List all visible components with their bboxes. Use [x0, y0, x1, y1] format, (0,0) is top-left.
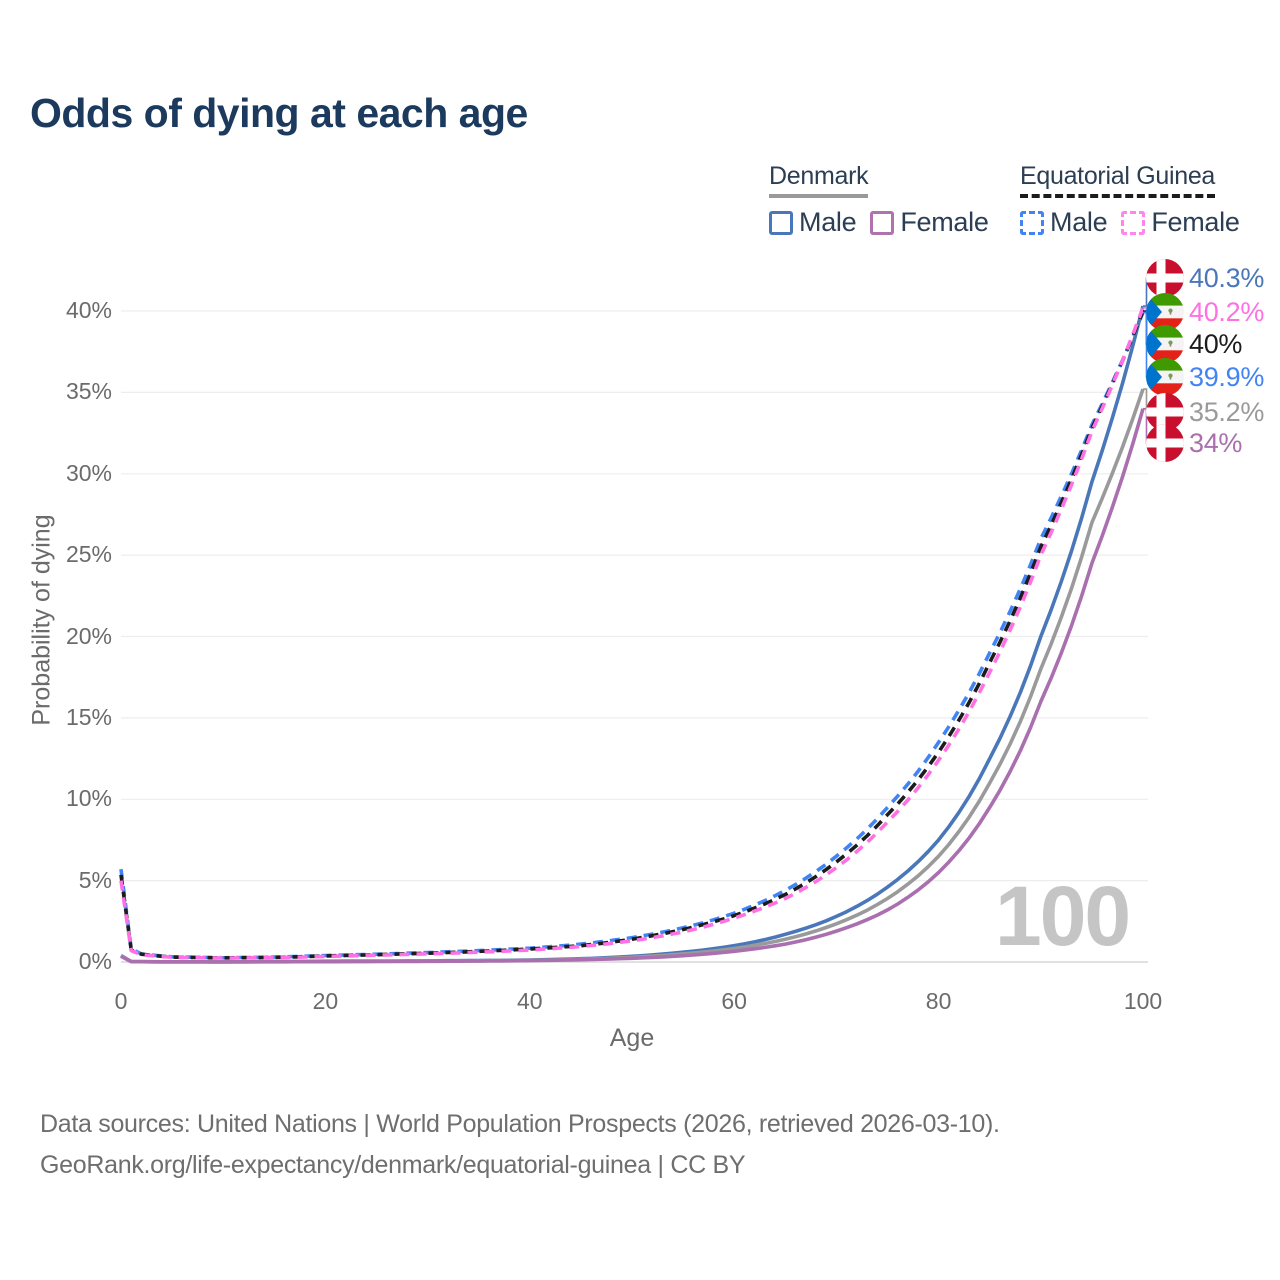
- age-watermark: 100: [995, 869, 1131, 963]
- legend-label-denmark-female[interactable]: Female: [900, 207, 989, 237]
- y-tick-label: 10%: [65, 785, 112, 812]
- series-end-label-equatorial-guinea-male: 39.9%: [1146, 358, 1264, 396]
- x-tick-label: 100: [1123, 988, 1163, 1014]
- denmark-flag-icon: [1146, 424, 1184, 462]
- y-tick-label: 15%: [65, 703, 112, 730]
- series-end-label-denmark-female: 34%: [1146, 424, 1242, 462]
- page-title: Odds of dying at each age: [30, 90, 528, 136]
- series-end-value: 40.3%: [1189, 262, 1265, 293]
- x-tick-label: 40: [517, 988, 543, 1014]
- series-line-equatorial-guinea-male[interactable]: [119, 311, 1145, 960]
- denmark-flag-icon: [1146, 259, 1184, 297]
- y-tick-label: 25%: [65, 541, 112, 568]
- y-tick-label: 35%: [65, 378, 112, 405]
- series-end-label-denmark-both: 35.2%: [1146, 393, 1264, 431]
- equatorial-guinea-flag-icon: [1146, 358, 1184, 396]
- legend-swatch-denmark-female[interactable]: [870, 210, 895, 235]
- legend-label-equatorial-guinea-female[interactable]: Female: [1151, 207, 1240, 237]
- series-end-value: 34%: [1189, 427, 1243, 458]
- y-tick-label: 30%: [65, 459, 112, 486]
- x-tick-label: 80: [925, 988, 952, 1014]
- y-tick-label: 40%: [65, 297, 112, 323]
- series-line-denmark-female[interactable]: [120, 408, 1145, 964]
- series-end-value: 40%: [1189, 328, 1243, 359]
- x-tick-label: 60: [721, 988, 747, 1014]
- legend-label-equatorial-guinea-male[interactable]: Male: [1050, 207, 1108, 237]
- legend-header-denmark[interactable]: Denmark: [769, 162, 869, 198]
- series-line-equatorial-guinea-both-sexes[interactable]: [119, 310, 1145, 960]
- legend-group-denmark: Denmark Male Female: [769, 162, 1003, 238]
- data-sources-line: Data sources: United Nations | World Pop…: [40, 1110, 1000, 1138]
- y-tick-label: 0%: [78, 948, 112, 974]
- series-end-label-denmark-male: 40.3%: [1146, 259, 1264, 297]
- series-end-label-equatorial-guinea-both: 40%: [1146, 325, 1242, 363]
- series-line-denmark-male[interactable]: [120, 305, 1145, 964]
- series-line-equatorial-guinea-female[interactable]: [119, 307, 1145, 960]
- legend-swatch-denmark-male[interactable]: [769, 210, 793, 235]
- footer: Data sources: United Nations | World Pop…: [40, 1104, 1000, 1186]
- y-tick-label: 20%: [65, 622, 112, 649]
- series-end-value: 35.2%: [1189, 396, 1265, 427]
- series-end-value: 39.9%: [1189, 361, 1265, 392]
- legend-header-equatorial-guinea[interactable]: Equatorial Guinea: [1020, 162, 1215, 198]
- x-tick-label: 20: [312, 988, 339, 1014]
- x-axis-title: Age: [609, 1024, 655, 1052]
- legend-group-equatorial-guinea: Equatorial Guinea Male Female: [1020, 162, 1254, 238]
- attribution-line: GeoRank.org/life-expectancy/denmark/equa…: [40, 1151, 746, 1179]
- legend-swatch-equatorial-guinea-male[interactable]: [1020, 210, 1044, 235]
- legend-swatch-equatorial-guinea-female[interactable]: [1121, 210, 1146, 235]
- series-end-value: 40.2%: [1189, 296, 1265, 327]
- series-end-label-equatorial-guinea-female: 40.2%: [1146, 293, 1264, 331]
- x-tick-label: 0: [114, 988, 128, 1014]
- legend-label-denmark-male[interactable]: Male: [799, 207, 857, 237]
- y-tick-label: 5%: [78, 866, 112, 893]
